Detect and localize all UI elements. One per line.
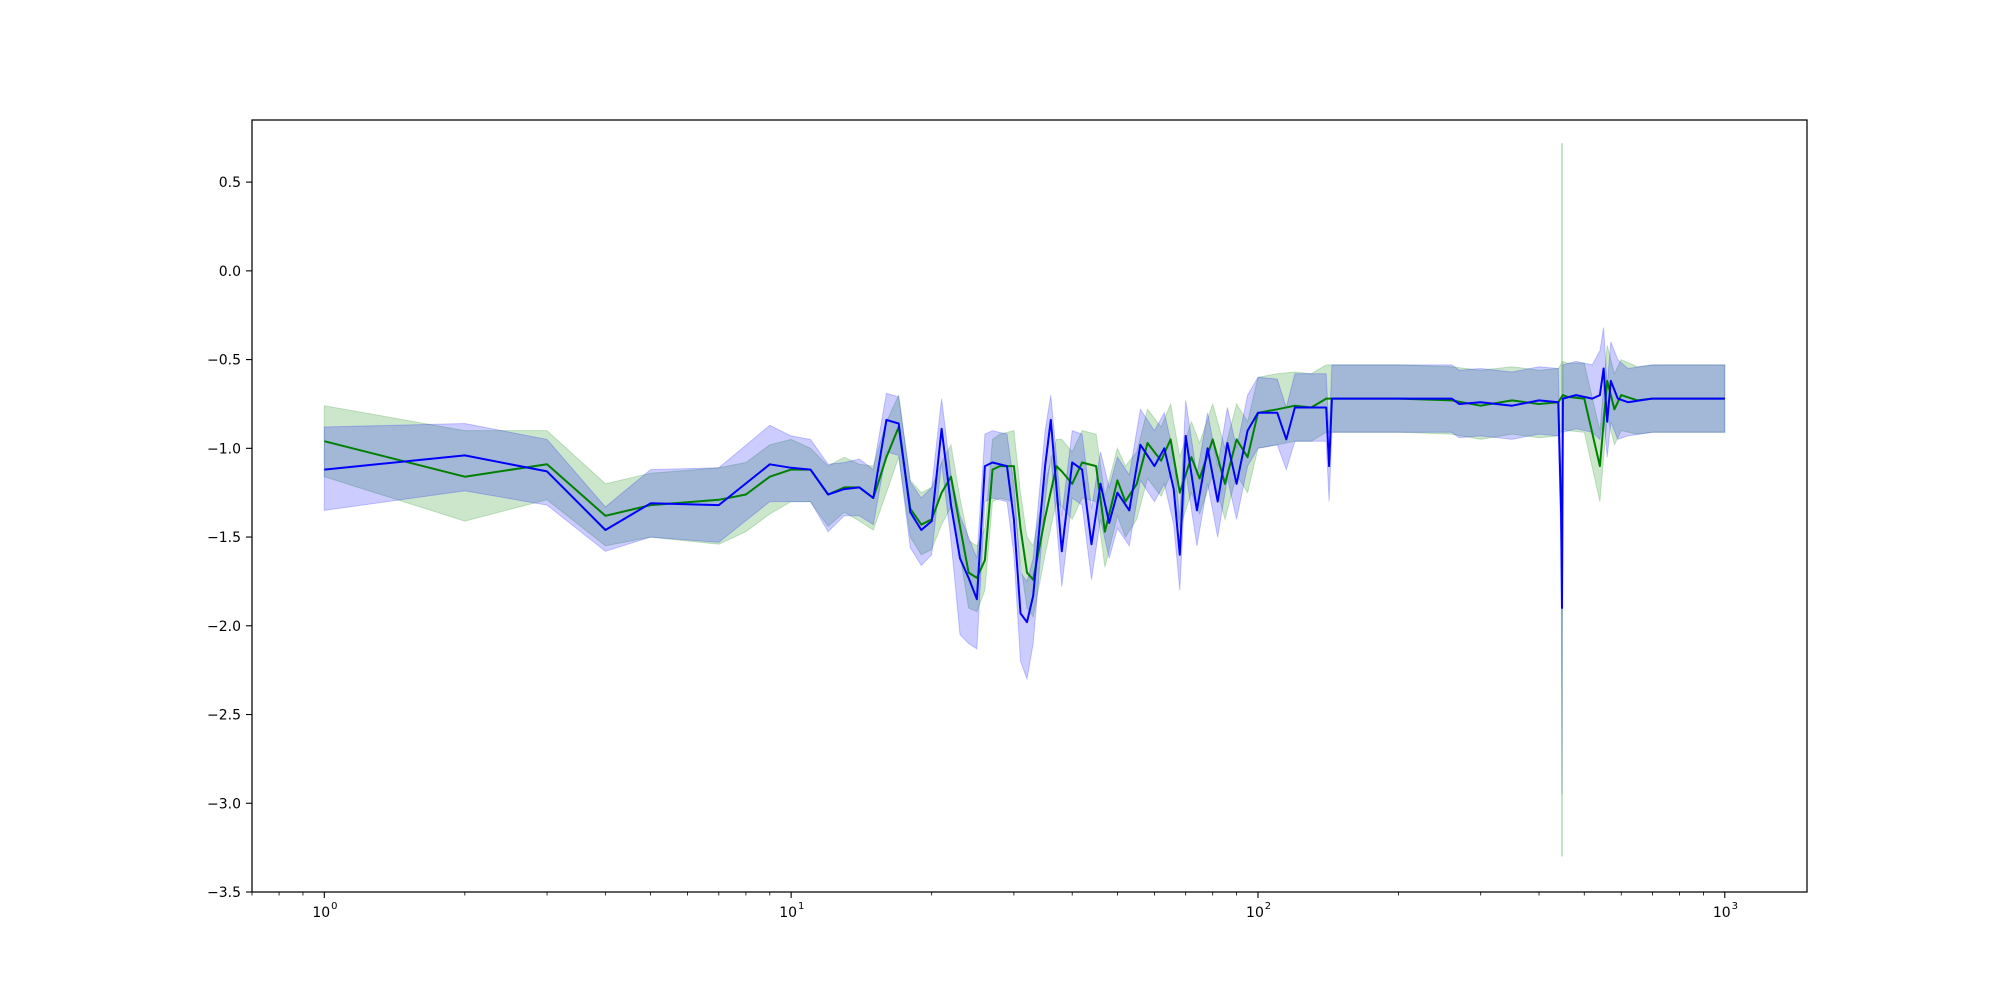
x-tick-label-exponent: 0	[331, 901, 337, 912]
y-tick-label: −2.0	[207, 619, 241, 635]
y-tick-label: −3.5	[207, 885, 241, 901]
x-tick-label: 10	[1713, 905, 1731, 921]
y-tick-label: −1.5	[207, 530, 241, 546]
x-tick-label: 10	[1246, 905, 1264, 921]
y-tick-label: −3.0	[207, 796, 241, 812]
y-tick-label: −0.5	[207, 353, 241, 369]
y-tick-label: 0.0	[219, 264, 241, 280]
x-tick-label-exponent: 3	[1732, 901, 1738, 912]
y-axis: 0.5 0.0 −0.5 −1.0 −1.5 −2.0 −2.5 −3.0 −3.5	[207, 175, 252, 901]
series-2-line	[324, 367, 1725, 624]
y-tick-label: −2.5	[207, 708, 241, 724]
y-tick-label: 0.5	[219, 175, 241, 191]
x-axis: 10 0 10 1 10 2 10 3	[251, 892, 1738, 921]
x-tick-label: 10	[312, 905, 330, 921]
x-tick-label-exponent: 1	[798, 901, 804, 912]
x-tick-label: 10	[779, 905, 797, 921]
series-1-band	[323, 345, 1726, 619]
axes-frame	[251, 119, 1808, 893]
plot-area	[323, 143, 1726, 857]
y-tick-label: −1.0	[207, 441, 241, 457]
x-tick-label-exponent: 2	[1265, 901, 1271, 912]
series-2-band	[323, 327, 1726, 795]
